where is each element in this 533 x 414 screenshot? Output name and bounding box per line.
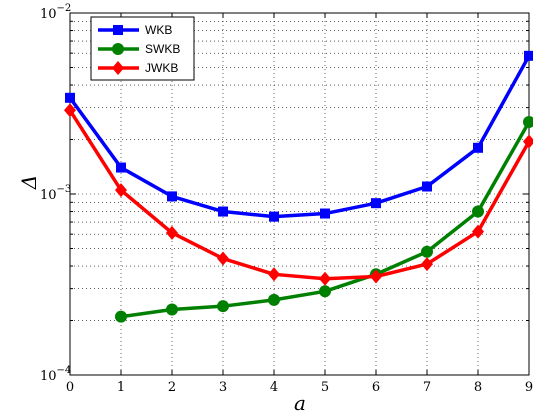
marker-square	[422, 181, 432, 192]
y-tick-label: 10−2	[40, 3, 71, 22]
y-axis-label: Δ	[17, 175, 41, 190]
marker-square	[473, 142, 483, 153]
x-tick-label: 6	[372, 380, 380, 395]
marker-diamond	[370, 269, 382, 284]
series-lines	[64, 50, 533, 323]
marker-square	[218, 206, 228, 217]
marker-square	[524, 50, 533, 61]
x-tick-label: 2	[168, 380, 176, 395]
x-tick-label: 1	[117, 380, 125, 395]
marker-diamond	[319, 271, 331, 286]
marker-diamond	[523, 134, 533, 149]
legend-label: SWKB	[145, 42, 180, 56]
marker-circle	[421, 245, 433, 258]
marker-square	[269, 211, 279, 222]
legend-label: JWKB	[145, 61, 178, 75]
marker-square	[167, 191, 177, 202]
marker-diamond	[421, 257, 433, 272]
x-tick-label: 8	[474, 380, 482, 395]
marker-square	[320, 208, 330, 219]
marker-square	[371, 198, 381, 209]
marker-diamond	[115, 183, 127, 198]
axis-ticks: 0 1 2 3 4 5 6 7 8 9 10−4 10−3 10−2	[40, 3, 533, 395]
series-line	[68, 109, 531, 281]
legend-label: WKB	[145, 23, 172, 37]
legend-item-swkb: SWKB	[98, 42, 180, 56]
marker-diamond	[268, 267, 280, 282]
marker-circle	[268, 293, 280, 306]
legend-item-jwkb: JWKB	[98, 61, 178, 75]
marker-circle	[115, 310, 127, 323]
marker-circle	[166, 303, 178, 316]
marker-diamond	[112, 61, 124, 75]
legend: WKB SWKB JWKB	[90, 16, 195, 81]
series-line	[68, 54, 531, 219]
marker-circle	[217, 300, 229, 313]
marker-diamond	[472, 224, 484, 239]
marker-circle	[112, 43, 124, 55]
marker-diamond	[64, 103, 76, 118]
y-tick-label: 10−3	[40, 184, 71, 203]
y-tick-label: 10−4	[40, 365, 71, 384]
series-wkb	[65, 50, 533, 222]
x-tick-label: 0	[66, 380, 74, 395]
marker-square	[65, 92, 75, 103]
marker-square	[113, 25, 123, 35]
marker-circle	[472, 205, 484, 218]
legend-item-wkb: WKB	[98, 23, 172, 37]
x-tick-label: 9	[525, 380, 533, 395]
x-tick-label: 4	[270, 380, 278, 395]
x-tick-label: 7	[423, 380, 431, 395]
series-swkb	[115, 115, 533, 323]
marker-square	[116, 162, 126, 173]
marker-circle	[319, 285, 331, 298]
x-tick-label: 3	[219, 380, 227, 395]
marker-diamond	[217, 251, 229, 266]
x-axis-label: a	[294, 391, 306, 414]
marker-diamond	[166, 225, 178, 240]
marker-circle	[523, 115, 533, 128]
series-jwkb	[64, 103, 533, 286]
x-tick-label: 5	[321, 380, 329, 395]
